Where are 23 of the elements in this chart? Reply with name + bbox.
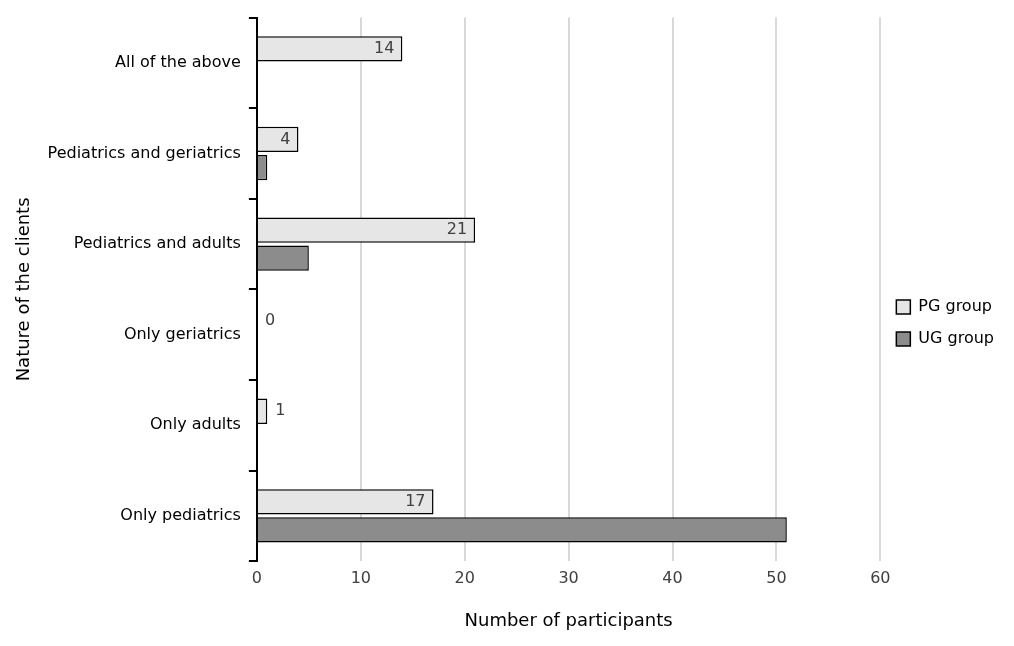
data-label: 14 [374, 38, 395, 58]
y-tick-label: Only pediatrics [120, 505, 241, 525]
data-label: 17 [405, 491, 426, 511]
x-tick-label: 20 [454, 567, 475, 587]
x-tick-label: 60 [870, 567, 891, 587]
y-tick-label: Only geriatrics [123, 323, 241, 343]
data-label: 0 [264, 309, 276, 329]
y-tick-label: Pediatrics and geriatrics [47, 142, 241, 162]
data-label: 1 [275, 400, 286, 420]
x-tick-label: 10 [350, 567, 371, 587]
x-tick-label: 30 [558, 567, 579, 587]
data-label: 4 [280, 128, 291, 148]
legend-label: UG group [918, 328, 995, 348]
y-tick-label: Pediatrics and adults [73, 233, 241, 253]
x-tick-label: 0 [251, 567, 262, 587]
y-axis-title: Nature of the clients [12, 197, 34, 382]
legend-label: PG group [918, 296, 992, 316]
x-axis-title: Number of participants [464, 608, 673, 630]
x-tick-label: 50 [766, 567, 787, 587]
x-tick-label: 40 [662, 567, 683, 587]
y-tick-label: All of the above [115, 52, 241, 72]
y-tick-label: Only adults [150, 414, 241, 434]
data-label: 21 [446, 219, 468, 239]
